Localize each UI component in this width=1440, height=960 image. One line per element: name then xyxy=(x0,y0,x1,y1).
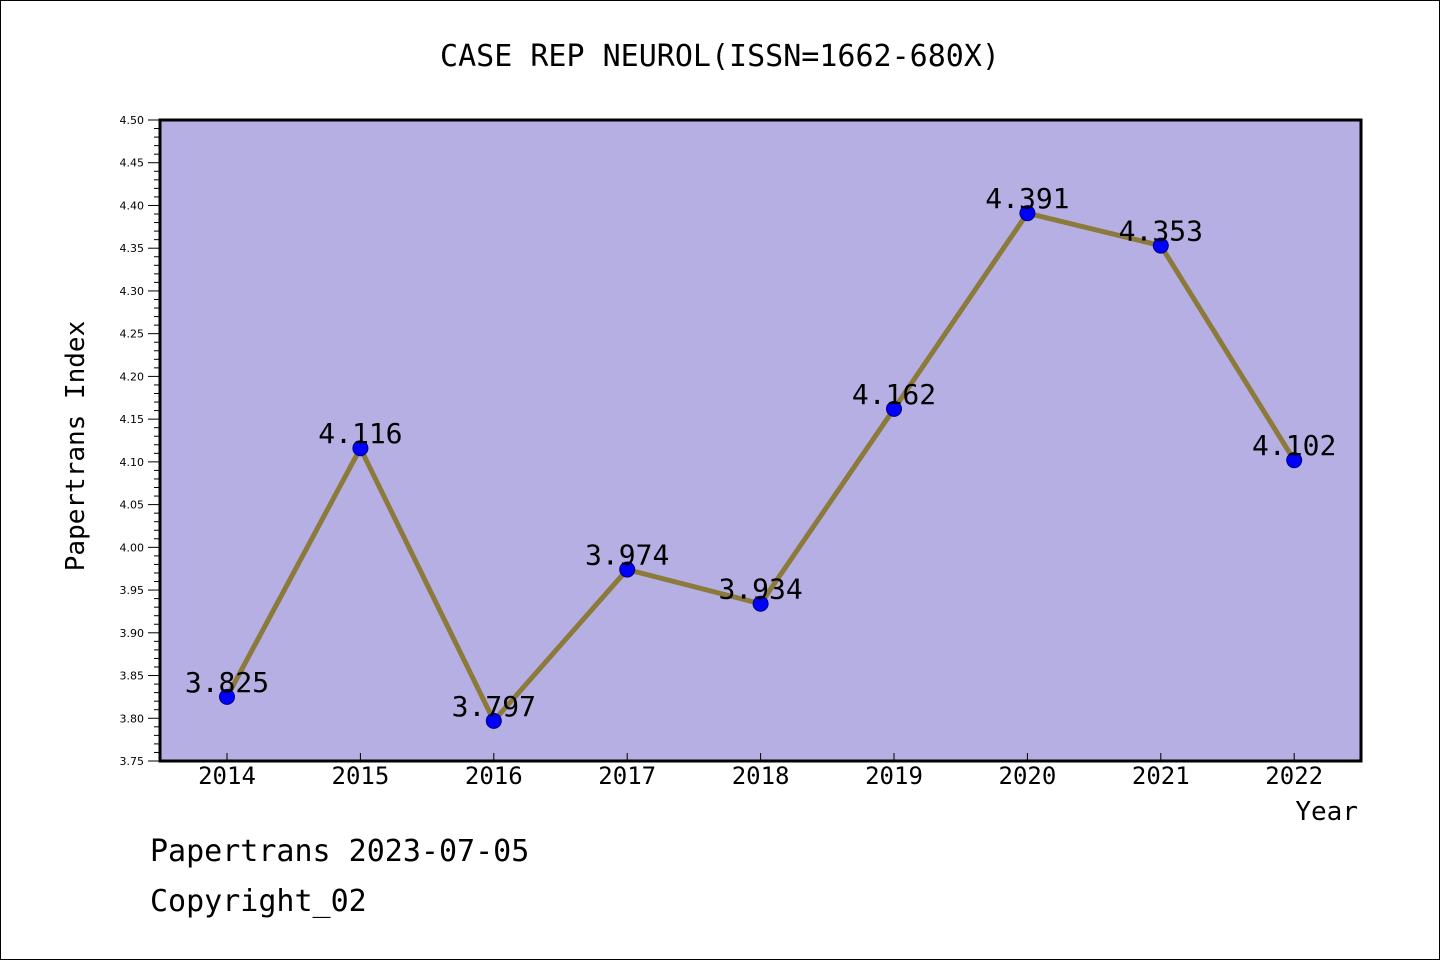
x-axis-label: Year xyxy=(1295,797,1358,827)
x-tick-label: 2015 xyxy=(332,762,390,790)
y-tick-label: 4.30 xyxy=(120,285,145,298)
y-tick-label: 4.25 xyxy=(120,328,145,341)
data-point xyxy=(1286,452,1303,469)
data-point xyxy=(352,440,369,457)
y-tick-label: 4.35 xyxy=(120,242,145,255)
x-tick-label: 2020 xyxy=(999,762,1057,790)
footer-copyright: Copyright_02 xyxy=(150,884,367,919)
y-tick-label: 4.00 xyxy=(120,541,145,554)
data-label: 3.825 xyxy=(185,666,269,699)
y-tick-label: 3.90 xyxy=(120,627,145,640)
data-point xyxy=(619,561,636,578)
data-markers xyxy=(219,205,1303,729)
x-tick-label: 2021 xyxy=(1132,762,1190,790)
x-tick-label: 2014 xyxy=(198,762,256,790)
y-tick-label: 3.75 xyxy=(120,755,145,768)
data-label: 3.974 xyxy=(585,539,669,572)
x-tick-label: 2018 xyxy=(732,762,790,790)
data-label: 3.797 xyxy=(452,690,536,723)
data-point xyxy=(1019,205,1036,222)
x-axis: 2014 2015 2016 2017 2018 2019 2020 2021 2022 xyxy=(198,753,1323,790)
data-label: 4.162 xyxy=(852,378,936,411)
data-label: 4.116 xyxy=(318,417,402,450)
y-tick-label: 4.15 xyxy=(120,413,145,426)
x-tick-label: 2016 xyxy=(465,762,523,790)
y-tick-label: 4.40 xyxy=(120,199,145,212)
y-tick-label: 4.50 xyxy=(120,114,145,127)
y-tick-label: 3.85 xyxy=(120,670,145,683)
data-label: 4.102 xyxy=(1252,429,1336,462)
data-point xyxy=(485,712,502,729)
footer-date: Papertrans 2023-07-05 xyxy=(150,834,530,869)
data-point xyxy=(886,400,902,417)
data-label: 4.353 xyxy=(1119,215,1203,248)
x-tick-label: 2019 xyxy=(865,762,923,790)
data-point xyxy=(1152,237,1169,254)
x-tick-label: 2017 xyxy=(598,762,656,790)
data-labels: 3.825 4.116 3.797 3.974 3.934 4.162 4.391 4.353… xyxy=(185,182,1336,723)
y-axis-label: Papertrans Index xyxy=(61,321,91,571)
data-label: 3.934 xyxy=(718,573,802,606)
data-point xyxy=(219,688,235,705)
y-tick-label: 4.05 xyxy=(120,499,145,512)
y-tick-label: 4.10 xyxy=(120,456,145,469)
x-tick-label: 2022 xyxy=(1265,762,1323,790)
y-tick-label: 3.95 xyxy=(120,584,145,597)
data-label: 4.391 xyxy=(985,182,1069,215)
y-axis: 3.75 3.80 3.85 3.90 3.95 4.00 4.05 4.10 4.15 4.20… xyxy=(120,114,160,768)
data-point xyxy=(752,595,769,612)
chart-title: CASE REP NEUROL(ISSN=1662-680X) xyxy=(440,39,1000,74)
y-tick-label: 4.20 xyxy=(120,370,145,383)
y-tick-label: 3.80 xyxy=(120,712,145,725)
y-tick-label: 4.45 xyxy=(120,157,145,170)
